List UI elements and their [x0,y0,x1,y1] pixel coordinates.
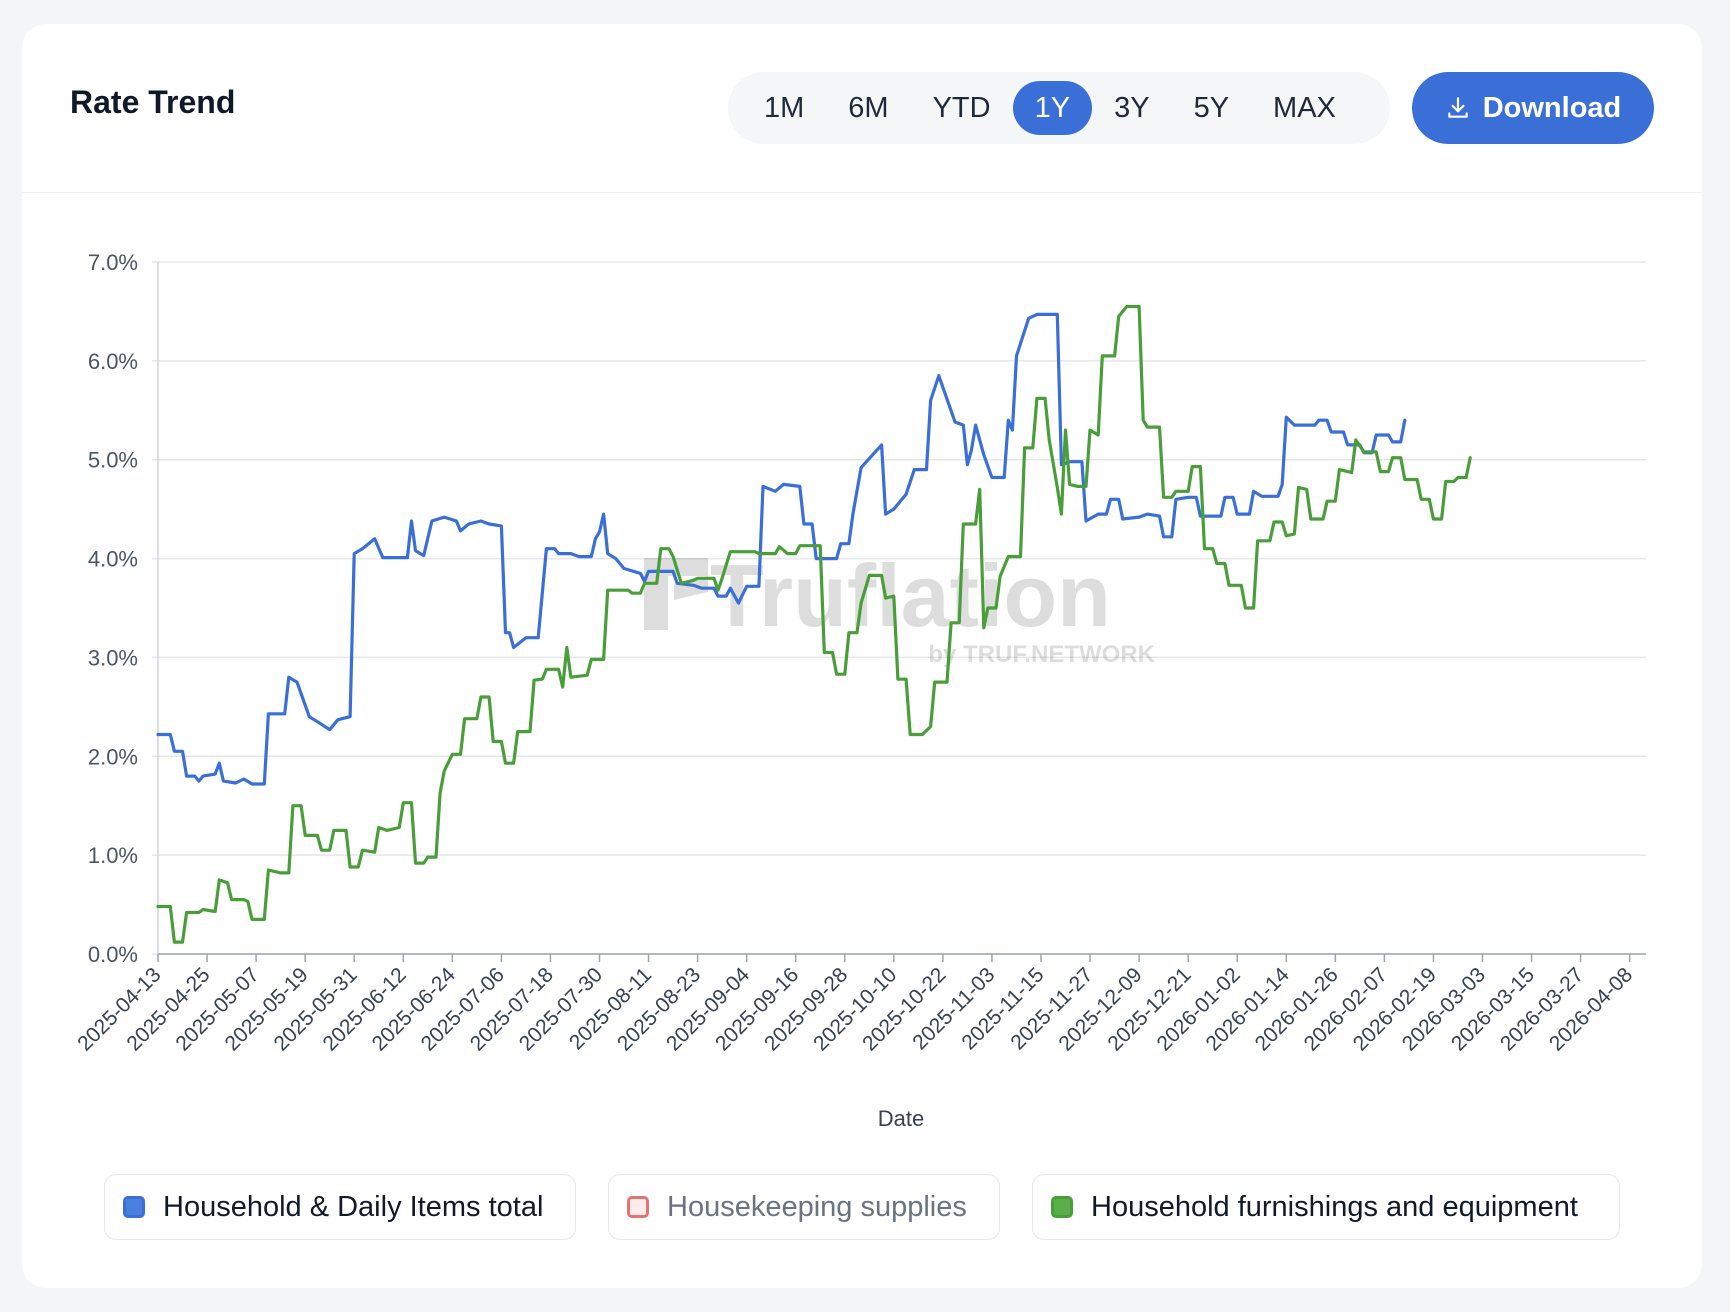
download-label: Download [1482,91,1622,124]
download-icon [1447,97,1468,118]
legend-housekeeping-supplies[interactable]: Housekeeping supplies [608,1174,1000,1240]
y-tick-label: 1.0% [88,843,138,868]
y-tick-label: 6.0% [88,349,138,374]
legend-swatch-blue [123,1196,145,1218]
y-tick-label: 4.0% [88,547,138,572]
range-max[interactable]: MAX [1273,91,1336,124]
watermark-sub: by TRUF.NETWORK [928,641,1155,668]
y-tick-label: 7.0% [88,250,138,275]
series-line-0 [156,312,1407,786]
series-line-2 [156,304,1472,944]
range-1y[interactable]: 1Y [1012,81,1093,135]
range-3y[interactable]: 3Y [1114,91,1150,124]
series-lines [156,304,1472,944]
legend-label: Housekeeping supplies [667,1190,967,1223]
y-tick-label: 3.0% [88,645,138,670]
axes [157,262,1646,955]
legend-swatch-green [1051,1196,1073,1218]
legend-swatch-red [627,1196,649,1218]
legend-furnishings-equipment[interactable]: Household furnishings and equipment [1032,1174,1620,1240]
legend-label: Household & Daily Items total [163,1190,544,1223]
chart-card: Rate Trend 1M 6M YTD 1Y 3Y 5Y MAX Downlo… [22,24,1702,1288]
x-axis-ticks: 2025-04-132025-04-252025-05-072025-05-19… [73,954,1637,1055]
download-button[interactable]: Download [1412,72,1654,144]
x-axis-label: Date [878,1106,924,1131]
card-header: Rate Trend 1M 6M YTD 1Y 3Y 5Y MAX Downlo… [22,24,1702,193]
legend-label: Household furnishings and equipment [1091,1190,1578,1223]
range-1m[interactable]: 1M [764,91,805,124]
range-6m[interactable]: 6M [848,91,889,124]
watermark-brand: Truflation [710,546,1111,645]
line-chart: Truflation by TRUF.NETWORK 0.0% 1.0% 2.0% 3… [73,250,1646,1131]
y-axis-ticks: 0.0% 1.0% 2.0% 3.0% 4.0% 5.0% 6.0% 7.0% [88,250,138,967]
range-ytd[interactable]: YTD [932,91,991,124]
y-tick-label: 2.0% [88,744,138,769]
range-selector: 1M 6M YTD 1Y 3Y 5Y MAX [728,72,1390,144]
range-5y[interactable]: 5Y [1193,91,1230,124]
legend-household-total[interactable]: Household & Daily Items total [104,1174,576,1240]
y-tick-label: 0.0% [88,942,138,967]
watermark: Truflation by TRUF.NETWORK [644,546,1156,668]
y-tick-label: 5.0% [88,448,138,473]
page-title: Rate Trend [70,84,236,120]
